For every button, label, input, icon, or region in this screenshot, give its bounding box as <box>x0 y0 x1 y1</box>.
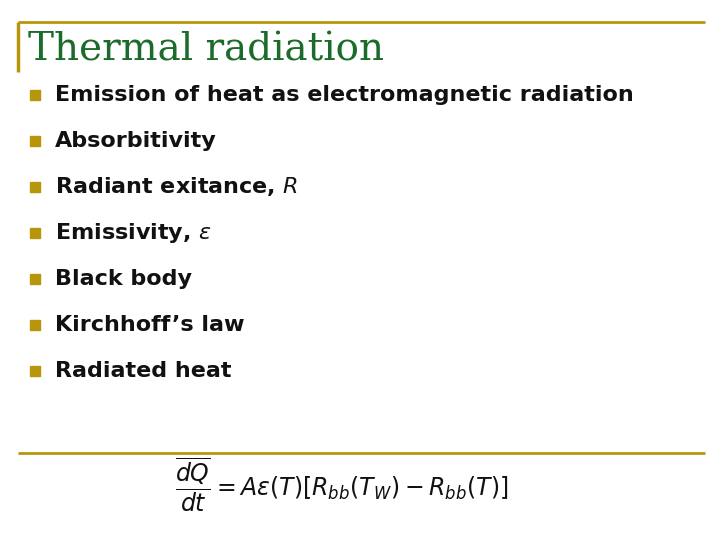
Text: Absorbitivity: Absorbitivity <box>55 131 217 151</box>
Text: Emissivity, $\varepsilon$: Emissivity, $\varepsilon$ <box>55 221 212 245</box>
Text: Emission of heat as electromagnetic radiation: Emission of heat as electromagnetic radi… <box>55 85 634 105</box>
Bar <box>30 136 40 146</box>
Text: $\dfrac{\overline{dQ}}{dt} = A\varepsilon\left(T\right)\left[R_{bb}\left(T_W\rig: $\dfrac{\overline{dQ}}{dt} = A\varepsilo… <box>175 456 509 514</box>
Bar <box>30 274 40 284</box>
Text: Black body: Black body <box>55 269 192 289</box>
Text: Thermal radiation: Thermal radiation <box>28 31 384 69</box>
Text: Radiated heat: Radiated heat <box>55 361 232 381</box>
Bar <box>30 228 40 238</box>
Bar <box>30 182 40 192</box>
Text: Kirchhoff’s law: Kirchhoff’s law <box>55 315 245 335</box>
Bar <box>30 90 40 100</box>
Bar <box>30 320 40 330</box>
Text: Radiant exitance, $\mathit{R}$: Radiant exitance, $\mathit{R}$ <box>55 176 298 199</box>
Bar <box>30 366 40 376</box>
